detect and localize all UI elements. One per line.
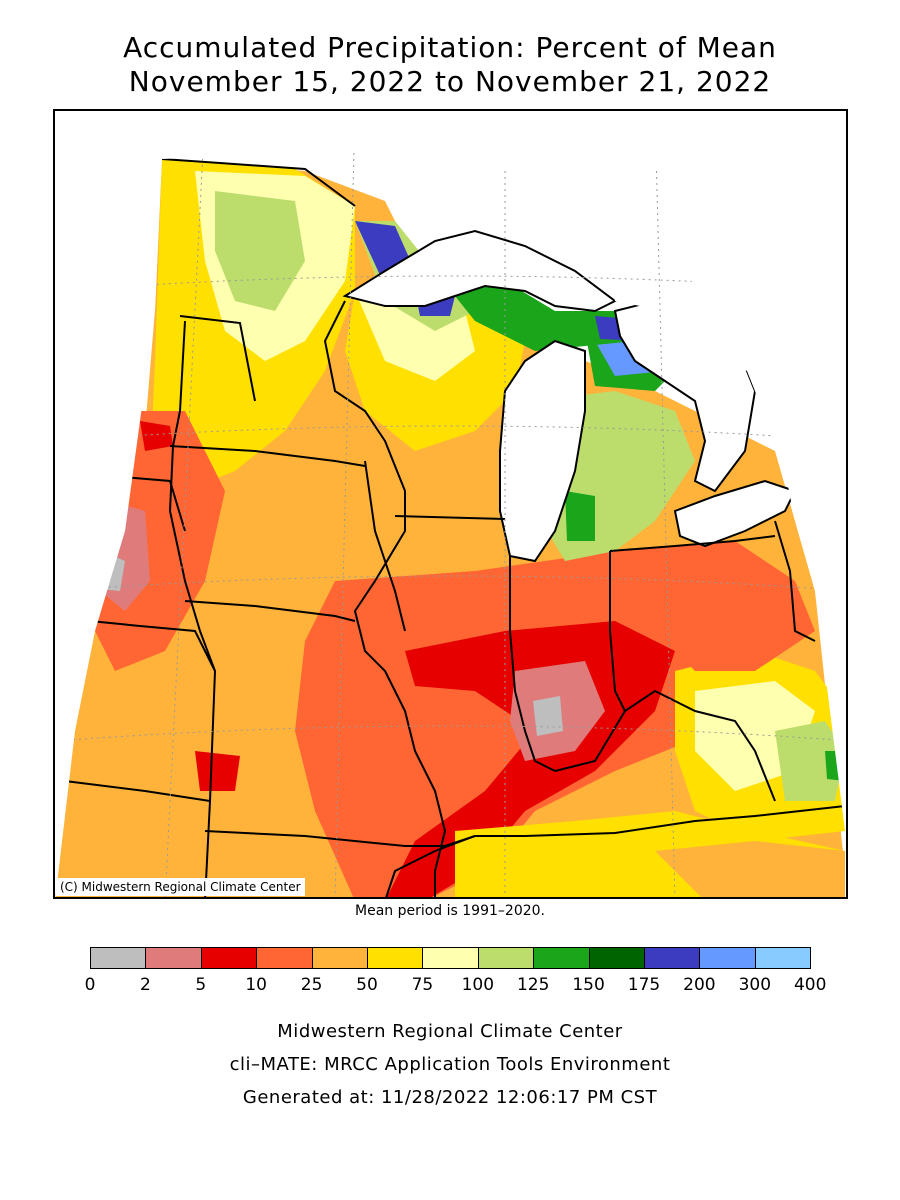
precipitation-map [53,109,848,899]
map-edge-mask-top [55,111,846,181]
footer-tool: cli–MATE: MRCC Application Tools Environ… [229,1054,671,1075]
legend-tick-label: 200 [683,975,716,995]
legend-swatch [422,947,479,969]
legend-swatch [533,947,590,969]
lat-lon-grid [55,111,846,897]
color-legend [90,947,812,971]
legend-tick-label: 5 [195,975,207,995]
legend-swatch [200,947,258,969]
legend-tick-label: 175 [627,975,661,995]
precip-field [55,159,845,897]
legend-tick-label: 75 [411,975,434,995]
legend-tick-label: 300 [738,975,772,995]
map-edge-mask-right [675,113,846,839]
legend-swatch [90,947,147,969]
legend-tick-label: 150 [572,975,605,995]
map-canvas [55,111,846,897]
mean-period-note: Mean period is 1991–2020. [355,903,545,919]
legend-tick-label: 2 [139,975,151,995]
legend-swatch [367,947,424,969]
legend-swatch [256,947,313,969]
legend-swatch [754,947,812,969]
footer-org: Midwestern Regional Climate Center [277,1021,623,1042]
legend-tick-label: 50 [356,975,378,995]
footer-generated: Generated at: 11/28/2022 12:06:17 PM CST [242,1087,658,1108]
copyright-label: (C) Midwestern Regional Climate Center [56,878,305,896]
legend-swatch [145,947,202,969]
map-edge-mask-left [55,111,162,897]
legend-swatch [311,947,368,969]
state-boundaries [64,158,846,897]
legend-tick-label: 400 [793,975,827,995]
legend-tick-label: 125 [516,975,550,995]
legend-tick-label: 0 [84,975,96,995]
legend-tick-label: 100 [461,975,495,995]
legend-swatch [644,947,701,969]
map-title-line1: Accumulated Precipitation: Percent of Me… [123,31,777,64]
legend-swatch [588,947,645,969]
map-title-line2: November 15, 2022 to November 21, 2022 [128,65,772,98]
legend-tick-label: 10 [245,975,268,995]
legend-swatch [699,947,756,969]
legend-swatch [477,947,535,969]
legend-tick-label: 25 [300,975,323,995]
